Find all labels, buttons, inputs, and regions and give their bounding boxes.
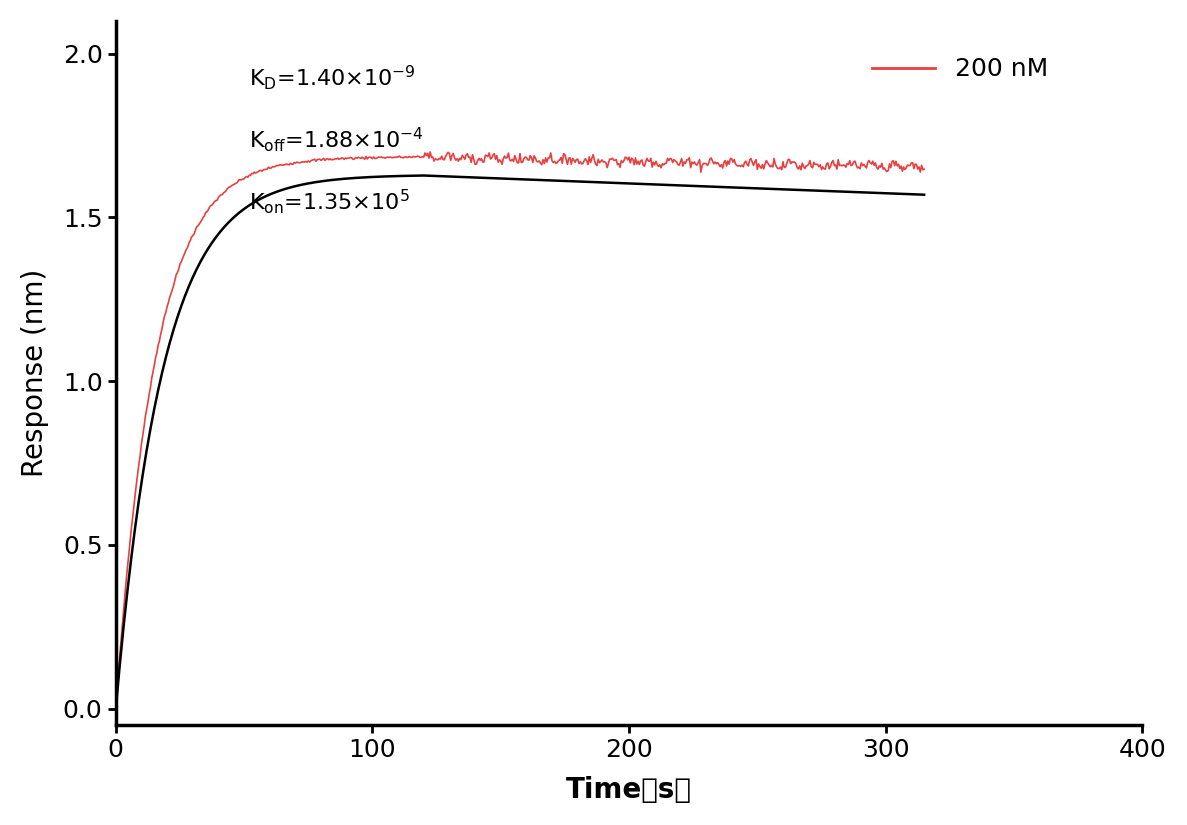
200 nM [109,703,123,713]
200 nM [386,153,400,163]
Text: K$_{\mathrm{D}}$=1.40×10$^{-9}$: K$_{\mathrm{D}}$=1.40×10$^{-9}$ [249,63,415,92]
200 nM [918,164,932,174]
200 nM [901,160,915,170]
200 nM [285,159,299,169]
Line: 200 nM: 200 nM [116,152,925,708]
Legend: 200 nM: 200 nM [862,47,1058,92]
Y-axis label: Response (nm): Response (nm) [21,269,49,477]
200 nM [557,148,571,158]
Text: K$_{\mathrm{off}}$=1.88×10$^{-4}$: K$_{\mathrm{off}}$=1.88×10$^{-4}$ [249,125,424,153]
Text: K$_{\mathrm{on}}$=1.35×10$^{5}$: K$_{\mathrm{on}}$=1.35×10$^{5}$ [249,187,410,216]
200 nM [337,154,351,164]
X-axis label: Time（s）: Time（s） [566,776,692,804]
200 nM [483,154,497,164]
200 nM [423,147,437,157]
